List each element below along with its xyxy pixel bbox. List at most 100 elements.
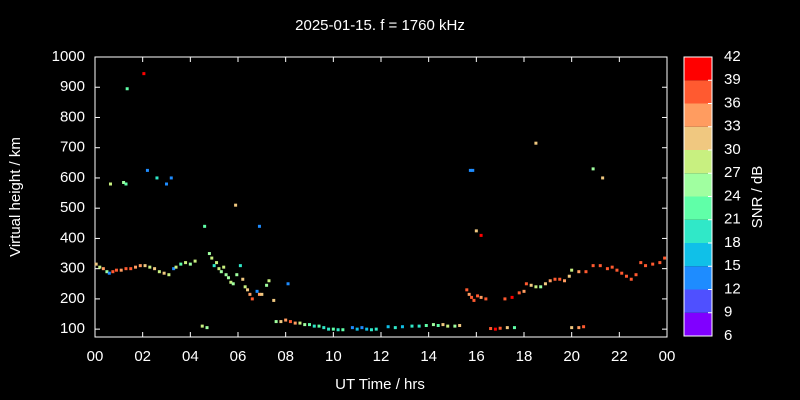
colorbar-band (684, 289, 712, 313)
colorbar-tick-label: 33 (724, 118, 741, 135)
point (205, 326, 209, 330)
point (484, 297, 488, 301)
point (468, 168, 472, 172)
point (374, 327, 378, 331)
point (212, 264, 216, 268)
point (331, 327, 335, 331)
point (610, 265, 614, 269)
point (476, 294, 480, 298)
point (517, 291, 521, 295)
point (543, 282, 547, 286)
point (241, 277, 245, 281)
point (272, 298, 276, 302)
y-tick-label: 1000 (52, 48, 85, 65)
point (134, 265, 138, 269)
point (327, 327, 331, 331)
x-axis-label: UT Time / hrs (335, 376, 425, 393)
point (651, 262, 655, 266)
point (200, 324, 204, 328)
point (226, 276, 230, 280)
point (114, 268, 118, 272)
y-tick-label: 600 (60, 169, 85, 186)
colorbar-band (684, 243, 712, 267)
point (493, 327, 497, 331)
point (570, 268, 574, 272)
point (424, 324, 428, 328)
colorbar-band (684, 312, 712, 336)
point (122, 180, 126, 184)
point (322, 326, 326, 330)
colorbar-band (684, 266, 712, 290)
colorbar-band (684, 103, 712, 127)
colorbar-tick-label: 36 (724, 94, 741, 111)
colorbar-tick-label: 6 (724, 327, 732, 344)
point (577, 270, 581, 274)
y-tick-label: 900 (60, 78, 85, 95)
point (584, 270, 588, 274)
colorbar-tick-label: 12 (724, 280, 741, 297)
point (417, 324, 421, 328)
colorbar-tick-label: 24 (724, 187, 741, 204)
point (255, 289, 259, 293)
colorbar-band (684, 57, 712, 81)
point (605, 267, 609, 271)
point (215, 261, 219, 265)
point (246, 288, 250, 292)
colorbar-tick-label: 21 (724, 211, 741, 228)
point (529, 283, 533, 287)
point (111, 270, 115, 274)
y-tick-label: 800 (60, 108, 85, 125)
y-tick-label: 500 (60, 199, 85, 216)
colorbar-tick-label: 18 (724, 234, 741, 251)
point (125, 87, 129, 91)
point (570, 326, 574, 330)
point (400, 325, 404, 329)
point (534, 141, 538, 145)
point (238, 264, 242, 268)
point (567, 274, 571, 278)
x-tick-label: 06 (230, 348, 247, 365)
point (336, 328, 340, 332)
colorbar-tick-label: 30 (724, 141, 741, 158)
x-tick-label: 20 (563, 348, 580, 365)
point (563, 279, 567, 283)
point (260, 292, 264, 296)
point (162, 271, 166, 275)
point (229, 280, 233, 284)
point (369, 328, 373, 332)
point (174, 265, 178, 269)
point (145, 168, 149, 172)
point (663, 256, 667, 260)
x-tick-label: 00 (659, 348, 676, 365)
colorbar-tick-label: 39 (724, 71, 741, 88)
point (98, 265, 102, 269)
point (288, 320, 292, 324)
point (184, 261, 188, 265)
point (598, 264, 602, 268)
point (471, 168, 475, 172)
point (193, 259, 197, 263)
point (219, 270, 223, 274)
point (582, 325, 586, 329)
point (167, 273, 171, 277)
point (479, 295, 483, 299)
x-tick-label: 22 (611, 348, 628, 365)
point (350, 326, 354, 330)
point (235, 273, 239, 277)
y-tick-label: 100 (60, 320, 85, 337)
point (539, 285, 543, 289)
point (179, 262, 183, 266)
point (169, 176, 173, 180)
colorbar-band (684, 126, 712, 150)
x-tick-label: 04 (182, 348, 199, 365)
point (458, 324, 462, 328)
point (553, 277, 557, 281)
point (644, 264, 648, 268)
point (601, 176, 605, 180)
point (624, 274, 628, 278)
y-axis-label: Virtual height / km (7, 137, 24, 257)
point (157, 270, 161, 274)
point (308, 323, 311, 327)
point (217, 267, 221, 271)
point (512, 326, 516, 330)
